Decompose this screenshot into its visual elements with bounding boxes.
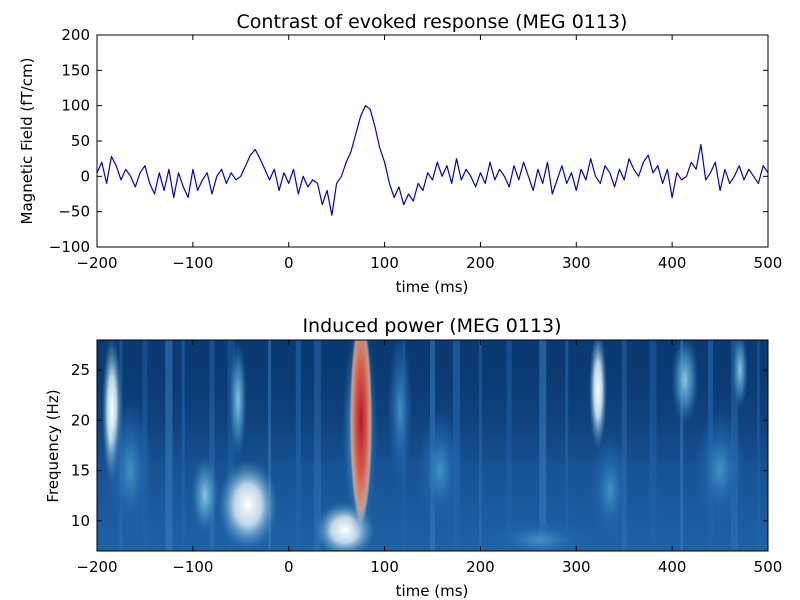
evoked-y-tick-label: 100 — [61, 97, 90, 115]
heat-blob — [485, 520, 595, 551]
heat-blob — [418, 410, 462, 530]
evoked-trace-line — [97, 105, 768, 216]
heat-stripe — [680, 340, 684, 551]
heat-stripe — [209, 340, 215, 551]
evoked-x-tick-label: 500 — [754, 254, 783, 272]
induced-y-label: Frequency (Hz) — [44, 389, 62, 502]
heat-stripe — [649, 340, 657, 551]
heat-blob — [108, 400, 152, 540]
heat-stripe — [756, 340, 760, 551]
evoked-x-tick-label: 300 — [562, 254, 591, 272]
induced-y-tick-label: 10 — [71, 512, 90, 530]
heat-stripe — [181, 340, 185, 551]
induced-x-tick-label: 100 — [370, 558, 399, 576]
heat-stripe — [506, 340, 512, 551]
heat-stripe — [478, 340, 482, 551]
induced-x-tick-label: 200 — [466, 558, 495, 576]
induced-power-panel: Induced power (MEG 0113) — [44, 315, 782, 600]
induced-x-label: time (ms) — [396, 582, 469, 600]
evoked-axes-frame — [96, 34, 769, 248]
evoked-x-tick-label: 0 — [284, 254, 294, 272]
induced-y-tick-label: 25 — [71, 361, 90, 379]
heat-blob — [590, 435, 630, 545]
evoked-plot-area — [97, 105, 768, 216]
evoked-x-label: time (ms) — [396, 278, 469, 296]
induced-x-tick-label: 500 — [754, 558, 783, 576]
evoked-x-ticks: −200 −100 0 100 200 300 400 500 — [76, 35, 782, 272]
evoked-y-tick-label: −50 — [58, 203, 90, 221]
evoked-y-label: Magnetic Field (fT/cm) — [18, 58, 36, 225]
induced-title: Induced power (MEG 0113) — [302, 315, 561, 337]
heat-stripe — [621, 340, 627, 551]
induced-x-tick-label: −200 — [76, 558, 117, 576]
heat-stripe — [565, 340, 569, 551]
induced-y-ticks: 10 15 20 25 — [71, 361, 768, 530]
induced-x-tick-label: −100 — [172, 558, 213, 576]
evoked-y-tick-label: 150 — [61, 61, 90, 79]
heat-blob — [671, 340, 699, 425]
evoked-y-ticks: −100 −50 0 50 100 150 200 — [49, 26, 768, 256]
heatmap-blobs — [102, 340, 748, 551]
induced-x-tick-label: 300 — [562, 558, 591, 576]
heat-blob — [589, 340, 607, 450]
induced-x-tick-label: 400 — [658, 558, 687, 576]
heat-stripe — [227, 340, 235, 551]
induced-y-tick-label: 15 — [71, 462, 90, 480]
evoked-y-tick-label: 50 — [71, 132, 90, 150]
heat-stripe — [313, 340, 321, 551]
heat-blob-peak — [350, 340, 372, 525]
heat-blob — [191, 455, 219, 535]
evoked-x-tick-label: 100 — [370, 254, 399, 272]
evoked-y-tick-label: −100 — [49, 238, 90, 256]
induced-heatmap — [97, 340, 768, 551]
heat-blob — [388, 340, 412, 490]
evoked-x-tick-label: −100 — [172, 254, 213, 272]
evoked-y-tick-label: 200 — [61, 26, 90, 44]
heat-blob — [218, 460, 278, 550]
evoked-y-tick-label: 0 — [80, 167, 90, 185]
induced-y-tick-label: 20 — [71, 411, 90, 429]
induced-x-ticks: −200 −100 0 100 200 300 400 500 — [76, 340, 782, 576]
heat-blob — [229, 340, 247, 460]
evoked-response-panel: Contrast of evoked response (MEG 0113) −… — [18, 11, 782, 296]
induced-axes-frame — [96, 339, 769, 552]
heat-blob — [732, 340, 748, 410]
heat-stripe — [268, 340, 272, 551]
heat-stripe — [539, 340, 547, 551]
evoked-x-tick-label: 200 — [466, 254, 495, 272]
heat-stripe — [295, 340, 301, 551]
evoked-x-tick-label: 400 — [658, 254, 687, 272]
evoked-title: Contrast of evoked response (MEG 0113) — [237, 11, 628, 33]
induced-x-tick-label: 0 — [284, 558, 294, 576]
heat-blob — [695, 410, 745, 530]
evoked-x-tick-label: −200 — [76, 254, 117, 272]
heat-stripe — [165, 340, 173, 551]
